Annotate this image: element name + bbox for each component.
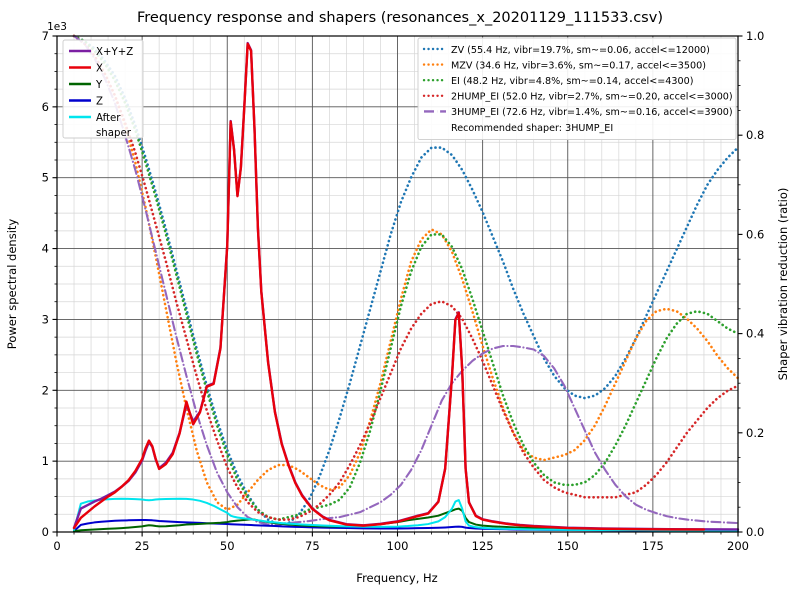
y-tick-label: 6	[42, 100, 49, 114]
shaper-legend-label-2: EI (48.2 Hz, vibr=4.8%, sm~=0.14, accel<…	[451, 76, 693, 87]
psd-legend[interactable]: X+Y+Z XYZ After shaper	[62, 39, 144, 139]
shaper-curve-3hump_ei	[72, 34, 740, 526]
x-tick-label: 175	[642, 539, 664, 553]
shaper-curves-layer	[72, 34, 740, 526]
y-tick-label: 1	[42, 454, 49, 468]
shaper-legend[interactable]: ZV (55.4 Hz, vibr=19.7%, sm~=0.06, accel…	[417, 37, 737, 141]
x-tick-label: 75	[305, 539, 320, 553]
y2-tick-label: 1.0	[746, 29, 764, 43]
x-tick-label: 100	[387, 539, 409, 553]
y-axis-exponent-label: 1e3	[47, 21, 67, 33]
x-tick-label: 50	[220, 539, 235, 553]
shaper-legend-label-1: MZV (34.6 Hz, vibr=3.6%, sm~=0.17, accel…	[451, 60, 706, 71]
y-tick-label: 0	[42, 525, 49, 539]
shaper-curve-mzv	[72, 34, 740, 511]
y2-tick-label: 0.8	[746, 128, 764, 142]
x-tick-label: 0	[53, 539, 60, 553]
y2-tick-label: 0.0	[746, 525, 764, 539]
y-tick-label: 3	[42, 312, 49, 326]
shaper-legend-label-0: ZV (55.4 Hz, vibr=19.7%, sm~=0.06, accel…	[451, 45, 710, 56]
y2-tick-label: 0.2	[746, 426, 764, 440]
y-tick-label: 7	[42, 29, 49, 43]
x-tick-label: 200	[727, 539, 749, 553]
x-tick-label: 25	[135, 539, 150, 553]
psd-curve-after-shaper	[73, 497, 739, 532]
recommended-shaper-label: Recommended shaper: 3HUMP_EI	[451, 123, 613, 134]
page-title: Frequency response and shapers (resonanc…	[137, 10, 663, 26]
shaper-legend-box	[417, 37, 737, 141]
axis-ticks-layer: 0 25 50 75 100 125 150 175 200 0 1 2 3 4 5 6 7 0.0 0.2 0.4 0…	[42, 29, 765, 553]
shaper-legend-label-4: 3HUMP_EI (72.6 Hz, vibr=1.4%, sm~=0.16, …	[451, 107, 733, 118]
psd-legend-label-0: X+Y+Z	[96, 47, 133, 58]
psd-legend-label-2: Y	[95, 80, 103, 91]
x-tick-label: 150	[557, 539, 579, 553]
psd-legend-box	[62, 39, 144, 139]
psd-legend-label-3: Z	[96, 97, 103, 108]
psd-curve-z	[73, 518, 739, 532]
shaper-legend-label-3: 2HUMP_EI (52.0 Hz, vibr=2.7%, sm~=0.20, …	[451, 92, 733, 103]
y-tick-label: 2	[42, 383, 49, 397]
y2-tick-label: 0.6	[746, 227, 764, 241]
shaper-curve-zv	[72, 34, 740, 526]
psd-curve-x	[72, 42, 706, 531]
y-tick-label: 5	[42, 171, 49, 185]
y-axis-label: Power spectral density	[5, 219, 19, 350]
y2-axis-label: Shaper vibration reduction (ratio)	[776, 188, 790, 381]
psd-legend-label-4-cont: shaper	[96, 128, 132, 139]
shaper-curve-2hump_ei	[72, 34, 740, 521]
psd-legend-label-1: X	[96, 64, 103, 75]
x-axis-label: Frequency, Hz	[356, 571, 437, 585]
y2-tick-label: 0.4	[746, 327, 764, 341]
x-tick-label: 125	[472, 539, 494, 553]
y-tick-label: 4	[42, 242, 49, 256]
psd-legend-label-4: After	[96, 113, 121, 124]
psd-curves-layer	[72, 41, 740, 533]
